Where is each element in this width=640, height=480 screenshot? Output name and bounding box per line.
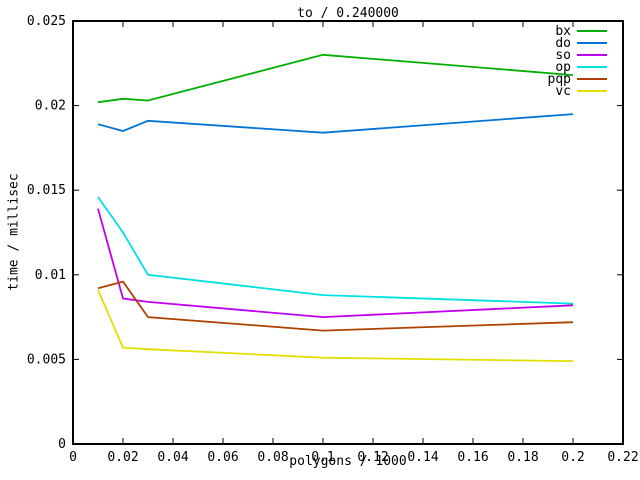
x-tick-label: 0.1 — [311, 450, 334, 465]
y-tick-label: 0.015 — [27, 183, 66, 198]
x-tick-label: 0.18 — [507, 450, 538, 465]
legend-label-so: so — [555, 48, 571, 63]
y-tick-label: 0.005 — [27, 352, 66, 367]
x-tick-label: 0.06 — [207, 450, 238, 465]
y-tick-label: 0.025 — [27, 14, 66, 29]
series-line-op — [97, 196, 574, 305]
legend-label-bx: bx — [555, 24, 571, 39]
y-tick-label: 0 — [58, 437, 66, 452]
x-axis-label: polygons / 1000 — [289, 454, 407, 469]
x-tick-label: 0.22 — [607, 450, 638, 465]
legend-label-op: op — [555, 60, 571, 75]
series-line-vc — [97, 289, 574, 362]
plot-frame — [72, 20, 624, 445]
x-tick-label: 0.2 — [561, 450, 584, 465]
y-tick-label: 0.02 — [35, 99, 66, 114]
series-line-bx — [97, 53, 574, 104]
chart-title: to / 0.240000 — [297, 6, 399, 21]
legend-label-vc: vc — [555, 84, 571, 99]
x-tick-label: 0.08 — [257, 450, 288, 465]
y-tick-label: 0.01 — [35, 268, 66, 283]
x-tick-label: 0 — [69, 450, 77, 465]
series-line-do — [97, 113, 574, 134]
x-tick-label: 0.02 — [107, 450, 138, 465]
legend-label-pqp: pqp — [548, 72, 572, 87]
legend-label-do: do — [555, 36, 571, 51]
series-line-so — [97, 208, 574, 319]
series-line-pqp — [97, 280, 574, 332]
x-tick-label: 0.14 — [407, 450, 438, 465]
x-tick-label: 0.04 — [157, 450, 188, 465]
x-tick-label: 0.12 — [357, 450, 388, 465]
x-tick-label: 0.16 — [457, 450, 488, 465]
